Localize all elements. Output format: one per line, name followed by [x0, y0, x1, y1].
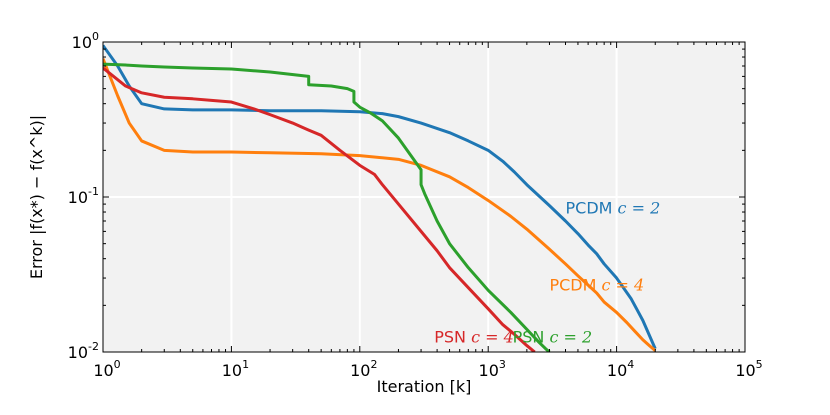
- series-label: PCDM c = 2: [566, 199, 661, 218]
- x-tick-label: 101: [222, 358, 249, 380]
- series-label: PSN c = 4: [434, 328, 514, 347]
- x-tick-label: 102: [350, 358, 377, 380]
- svg-text:Error |f(x*) − f(x^k)|: Error |f(x*) − f(x^k)|: [27, 115, 46, 279]
- x-tick-label: 100: [93, 358, 120, 380]
- series-line-pcdm-ceq4: [103, 58, 657, 352]
- y-tick-label: 10-2: [68, 340, 99, 362]
- series-label: PSN c = 2: [513, 328, 593, 347]
- y-axis-label: Error |f(x*) − f(x^k)|: [27, 115, 46, 279]
- x-axis-label: Iteration [k]: [377, 377, 472, 396]
- x-tick-label: 103: [479, 358, 506, 380]
- series-lines: [103, 44, 657, 352]
- series-line-psn-ceq4: [103, 66, 536, 352]
- series-line-pcdm-ceq2: [103, 44, 657, 350]
- axis-ticks: [102, 41, 746, 353]
- x-tick-label: 105: [735, 358, 762, 380]
- y-tick-label: 10-1: [68, 185, 99, 207]
- series-label: PCDM c = 4: [549, 275, 644, 294]
- x-tick-label: 104: [607, 358, 634, 380]
- grid-lines: [103, 42, 745, 352]
- y-tick-label: 100: [72, 30, 99, 52]
- series-line-psn-ceq2: [103, 62, 551, 352]
- axis-tick-labels: 100 101 102 103 104 105 10-2 10-1 100: [68, 30, 763, 380]
